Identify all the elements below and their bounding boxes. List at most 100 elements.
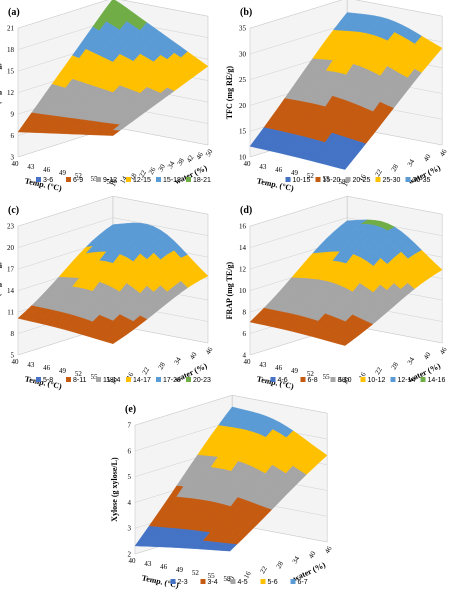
legend-swatch — [186, 377, 191, 382]
temp-tick-label: 40 — [12, 358, 20, 366]
response-surface — [17, 222, 209, 345]
z-tick-label: 5 — [128, 473, 132, 481]
legend: 4-6 6-8 8-10 10-12 12-14 14-16 — [270, 377, 446, 384]
z-tick-label: 14 — [239, 244, 247, 252]
legend-label: 3-6 — [43, 177, 53, 184]
temp-tick-label: 58 — [224, 575, 232, 583]
temp-tick-label: 43 — [27, 361, 35, 369]
water-tick-label: 10 — [109, 178, 120, 188]
z-tick-label: 14 — [7, 287, 15, 295]
legend-label: 15-20 — [323, 177, 341, 184]
temp-tick-label: 40 — [244, 358, 252, 366]
legend-swatch — [126, 177, 131, 182]
legend-label: 10-12 — [368, 377, 386, 384]
water-tick-label: 34 — [166, 160, 177, 170]
surface-cell — [105, 336, 121, 345]
legend-swatch — [315, 177, 321, 182]
water-tick-label: 10 — [341, 178, 352, 188]
z-gridline — [17, 195, 209, 227]
temp-tick-label: 40 — [244, 160, 252, 168]
temp-tick-label: 40 — [129, 557, 137, 565]
legend-swatch — [66, 177, 71, 182]
z-axis-title: TFC (mg RE/g) — [225, 66, 234, 120]
z-tick-label: 12 — [7, 89, 15, 97]
water-tick-label: 30 — [157, 163, 168, 173]
legend-swatch — [420, 377, 426, 382]
response-surface — [17, 0, 209, 136]
legend-label: 10-15 — [293, 177, 311, 184]
z-tick-label: 35 — [239, 25, 247, 33]
legend-label: 12-15 — [133, 177, 151, 184]
surface-cell — [337, 338, 353, 346]
z-axis-title: TPC (mg GAE/g) — [0, 62, 2, 122]
z-tick-label: 23 — [7, 223, 15, 231]
water-tick-label: 28 — [390, 361, 401, 371]
temp-tick-label: 58 — [339, 376, 347, 384]
temp-tick-label: 55 — [208, 572, 216, 580]
panel-label: (e) — [125, 404, 136, 415]
legend-label: 8-11 — [73, 377, 87, 384]
temp-tick-label: 52 — [75, 370, 83, 378]
z-gridline — [249, 217, 443, 248]
legend-swatch — [405, 177, 411, 182]
legend-label: 2-3 — [178, 579, 188, 586]
legend-label: 6-8 — [308, 377, 318, 384]
water-tick-label: 22 — [141, 366, 152, 376]
temp-tick-label: 43 — [144, 560, 152, 568]
legend-swatch — [230, 579, 236, 584]
water-tick-label: 38 — [176, 157, 187, 167]
temp-tick-label: 55 — [323, 373, 331, 381]
z-tick-label: 6 — [243, 330, 247, 338]
z-tick-label: 30 — [239, 50, 247, 58]
z-axis-title: Xylose (g xylose/L) — [110, 457, 119, 522]
temp-tick-label: 40 — [12, 160, 20, 168]
legend-label: 20-25 — [353, 177, 371, 184]
legend-swatch — [66, 377, 71, 382]
z-tick-label: 18 — [7, 46, 15, 54]
z-tick-label: 6 — [11, 132, 15, 140]
z-gridline — [134, 394, 328, 426]
legend-label: 5-8 — [43, 377, 53, 384]
temp-tick-label: 58 — [107, 376, 115, 384]
panel-label: (a) — [8, 7, 20, 18]
temp-tick-label: 55 — [91, 373, 99, 381]
panel-label: (b) — [240, 7, 252, 18]
temp-tick-label: 49 — [59, 169, 67, 177]
temp-tick-label: 58 — [107, 178, 115, 186]
temp-tick-label: 46 — [160, 563, 168, 571]
panel-label: (c) — [8, 205, 19, 216]
z-tick-label: 17 — [7, 266, 15, 274]
chart-panel-e: 2345674043464952555810162228344046Temp. … — [110, 394, 334, 590]
legend-label: 8-10 — [338, 377, 352, 384]
temp-tick-label: 52 — [307, 370, 315, 378]
water-tick-label: 46 — [438, 148, 449, 158]
water-tick-label: 34 — [291, 555, 302, 565]
legend-label: 30-35 — [413, 177, 431, 184]
legend-swatch — [270, 377, 276, 382]
temp-tick-label: 43 — [259, 361, 267, 369]
response-surface — [249, 12, 443, 170]
z-tick-label: 21 — [7, 25, 15, 33]
temp-tick-label: 52 — [75, 172, 83, 180]
z-tick-label: 10 — [239, 154, 247, 162]
legend-swatch — [290, 579, 296, 584]
legend-swatch — [390, 377, 396, 382]
temp-tick-label: 46 — [275, 166, 283, 174]
legend-swatch — [156, 377, 161, 382]
panel-label: (d) — [240, 205, 252, 216]
z-tick-label: 4 — [243, 352, 247, 360]
water-tick-label: 46 — [323, 545, 334, 555]
z-gridline — [249, 195, 443, 227]
water-tick-label: 10 — [341, 376, 352, 386]
temp-tick-label: 49 — [291, 367, 299, 375]
water-tick-label: 16 — [242, 570, 253, 580]
water-tick-label: 22 — [373, 366, 384, 376]
legend-label: 6-9 — [73, 177, 83, 184]
temp-tick-label: 55 — [323, 175, 331, 183]
z-axis-title: ABTS (mg TE/g) — [0, 261, 2, 319]
temp-tick-label: 49 — [176, 566, 184, 574]
legend-swatch — [200, 579, 206, 584]
temp-tick-label: 55 — [91, 175, 99, 183]
legend-swatch — [260, 579, 266, 584]
legend-swatch — [36, 377, 41, 382]
